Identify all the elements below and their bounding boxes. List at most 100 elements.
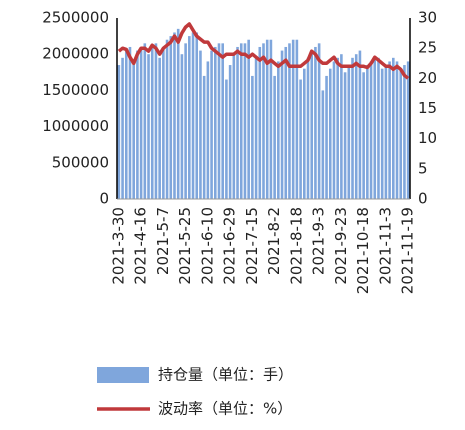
x-tick-label: 2021-9-3 [310, 207, 328, 275]
bar [358, 50, 362, 199]
bar [291, 39, 295, 199]
y2-tick-label: 20 [418, 69, 437, 87]
bar [132, 61, 135, 199]
bar [232, 54, 236, 200]
bar [277, 61, 280, 199]
bar [251, 75, 254, 199]
bar [236, 46, 239, 200]
bar [399, 68, 403, 200]
bar [265, 39, 269, 199]
bar [325, 75, 328, 199]
y-tick-label: 2000000 [42, 45, 109, 63]
bar [176, 28, 180, 199]
bar [343, 72, 347, 199]
bar [202, 75, 206, 199]
y2-tick-label: 15 [418, 99, 437, 117]
bar [366, 65, 369, 199]
bar [117, 65, 121, 199]
bar [184, 43, 187, 200]
bar [384, 65, 388, 199]
x-tick-label: 2021-11-19 [399, 207, 417, 294]
bar [158, 57, 161, 199]
bar [377, 57, 380, 199]
bar [258, 46, 262, 200]
bar [306, 57, 310, 199]
x-tick-label: 2021-10-18 [354, 207, 372, 294]
bar [336, 57, 339, 199]
bar [369, 61, 373, 199]
legend-label: 波动率（单位：%） [158, 400, 292, 418]
legend-label: 持仓量（单位：手） [158, 366, 293, 384]
bar [351, 57, 354, 199]
bar [284, 46, 288, 200]
bar [206, 61, 210, 199]
bar [169, 36, 173, 199]
bar [295, 39, 299, 199]
x-tick-label: 2021-7-15 [243, 207, 261, 285]
bar [317, 43, 321, 200]
y-tick-label: 1500000 [42, 81, 109, 99]
bar [139, 46, 143, 200]
legend-swatch [97, 367, 149, 383]
y-tick-label: 2500000 [42, 9, 109, 27]
bar [280, 50, 284, 199]
bar [128, 46, 132, 200]
bar [262, 43, 265, 200]
bar [340, 54, 343, 200]
y2-tick-label: 10 [418, 129, 437, 147]
bar [269, 39, 273, 199]
bar [395, 61, 399, 199]
bar [221, 43, 225, 200]
bar [213, 46, 217, 200]
bar [228, 65, 232, 199]
bar [362, 72, 365, 199]
bar [273, 75, 276, 199]
bar [217, 43, 221, 200]
bar [162, 46, 165, 200]
bar [124, 50, 128, 199]
bar [354, 54, 358, 200]
bar [332, 61, 336, 199]
x-tick-label: 2021-9-23 [332, 207, 350, 285]
bar [254, 57, 258, 199]
x-tick-label: 2021-4-16 [132, 207, 150, 285]
bar [225, 79, 228, 199]
y2-tick-label: 25 [418, 39, 437, 57]
x-tick-label: 2021-8-18 [287, 207, 305, 285]
y2-tick-label: 30 [418, 9, 437, 27]
bar [150, 46, 154, 200]
bar [188, 36, 191, 199]
x-tick-label: 2021-8-2 [265, 207, 283, 275]
bar [121, 57, 124, 199]
bar [388, 61, 391, 199]
bar [299, 79, 302, 199]
x-tick-label: 2021-5-7 [154, 207, 172, 275]
bar [199, 50, 202, 199]
bar [321, 90, 325, 199]
bar [314, 46, 317, 200]
x-tick-label: 2021-5-25 [176, 207, 194, 285]
bar [239, 43, 243, 200]
bar [392, 57, 395, 199]
bar [147, 54, 150, 200]
y-tick-label: 1000000 [42, 117, 109, 135]
bar [210, 50, 213, 199]
bar [403, 65, 406, 199]
bar [406, 61, 410, 199]
bar [373, 57, 377, 199]
bar [243, 43, 247, 200]
x-tick-label: 2021-3-30 [109, 207, 127, 285]
bar [328, 68, 332, 200]
bar [180, 54, 184, 200]
bar [310, 50, 314, 199]
bar [302, 68, 306, 200]
bar [154, 43, 158, 200]
bar [347, 65, 351, 199]
bar [380, 68, 384, 200]
y-tick-label: 0 [99, 190, 109, 208]
bar [165, 39, 169, 199]
bar [288, 43, 291, 200]
bar [247, 39, 250, 199]
bar [143, 43, 147, 200]
